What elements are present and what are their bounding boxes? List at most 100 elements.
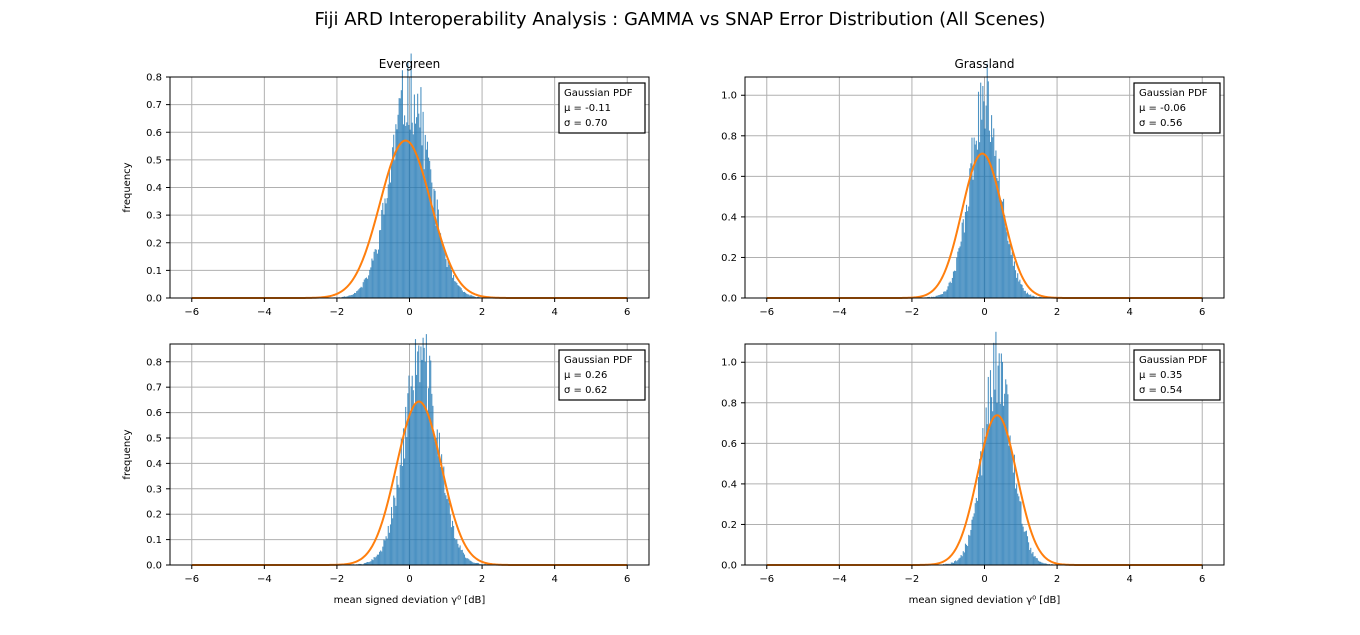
x-tick-label: 4	[1126, 307, 1132, 318]
histogram-bar	[401, 466, 403, 565]
histogram-bar	[412, 134, 414, 298]
histogram-bar	[1009, 240, 1011, 298]
histogram-bars	[907, 63, 1066, 299]
histogram-bar	[955, 560, 957, 565]
histogram-bar	[375, 556, 377, 565]
histogram-bar	[439, 233, 442, 298]
histogram-bar	[1040, 561, 1042, 565]
y-axis-label: frequency	[122, 429, 133, 479]
histogram-bar	[1007, 240, 1009, 298]
histogram-bar	[950, 282, 952, 298]
histogram-bar	[384, 540, 386, 565]
histogram-bar	[1008, 244, 1010, 298]
histogram-bar	[439, 466, 442, 565]
histogram-bar	[1014, 270, 1017, 298]
histogram-bar	[976, 149, 978, 298]
histogram-bar	[416, 117, 418, 298]
histogram-bar	[985, 407, 987, 565]
histogram-bar	[457, 543, 459, 565]
histogram-bar	[1004, 215, 1006, 298]
histogram-bar	[455, 539, 457, 565]
histogram-bar	[945, 563, 947, 565]
histogram-bar	[393, 134, 395, 298]
legend-text: Gaussian PDF	[1139, 88, 1208, 99]
histogram-bar	[970, 529, 972, 565]
histogram-bar	[1008, 445, 1010, 565]
histogram-bar	[1010, 254, 1012, 298]
histogram-bar	[1035, 557, 1037, 565]
histogram-bar	[399, 464, 401, 565]
histogram-bar	[974, 503, 976, 565]
y-tick-label: 0.8	[721, 131, 737, 142]
histogram-bar	[430, 360, 432, 565]
histogram-bar	[957, 251, 959, 298]
histogram-bar	[438, 432, 440, 565]
histogram-bar	[411, 375, 413, 565]
histogram-bar	[405, 406, 407, 565]
histogram-bar	[456, 539, 458, 565]
histogram-bar	[936, 295, 938, 298]
histogram-bar	[395, 505, 397, 565]
histogram-bar	[433, 188, 435, 298]
histogram-bar	[383, 214, 385, 298]
histogram-bar	[448, 502, 450, 565]
histogram-bar	[344, 296, 346, 298]
histogram-bar	[387, 184, 389, 298]
histogram-bar	[968, 206, 970, 298]
histogram-bar	[450, 527, 452, 565]
histogram-bar	[973, 513, 975, 565]
legend: Gaussian PDF μ = -0.06 σ = 0.56	[1133, 82, 1221, 134]
histogram-bar	[983, 101, 985, 298]
histogram-bar	[356, 291, 358, 298]
histogram-bar	[450, 269, 452, 298]
x-tick-label: 6	[1199, 307, 1205, 318]
histogram-bar	[380, 230, 382, 298]
x-tick-label: 0	[406, 307, 412, 318]
histogram-bar	[405, 125, 407, 298]
histogram-bar	[995, 150, 997, 298]
histogram-bar	[1012, 265, 1014, 298]
histogram-bar	[364, 278, 366, 298]
histogram-bar	[476, 296, 479, 298]
histogram-bar	[364, 562, 366, 565]
histogram-bar	[1046, 563, 1048, 565]
histogram-bar	[376, 554, 378, 565]
y-tick-label: 0.6	[721, 172, 737, 183]
histogram-bar	[373, 557, 375, 565]
histogram-bar	[388, 532, 390, 565]
histogram-bar	[434, 190, 436, 298]
histogram-bar	[958, 248, 960, 298]
histogram-bar	[372, 260, 374, 298]
histogram-bar	[984, 436, 986, 565]
legend: Gaussian PDF μ = 0.26 σ = 0.62	[558, 349, 646, 401]
legend-text: μ = 0.26	[564, 370, 607, 381]
histogram-bar	[1023, 290, 1025, 298]
histogram-bar	[1033, 296, 1035, 298]
histogram-bar	[472, 295, 474, 298]
x-tick-label: −2	[330, 574, 345, 585]
x-tick-label: −2	[905, 574, 920, 585]
histogram-bar	[962, 551, 964, 565]
histogram-bar	[980, 451, 982, 565]
histogram-bar	[947, 563, 949, 565]
histogram-bar	[1005, 227, 1007, 298]
histogram-bar	[410, 386, 412, 565]
histogram-bar	[960, 241, 962, 298]
histogram-bar	[1006, 384, 1008, 565]
histogram-bar	[939, 294, 941, 298]
histogram-bar	[435, 438, 437, 565]
histogram-bar	[998, 353, 1000, 565]
histogram-bar	[472, 562, 474, 565]
histogram-bar	[470, 294, 472, 298]
histogram-bar	[433, 431, 435, 565]
histogram-bar	[360, 286, 362, 298]
x-tick-label: −4	[257, 574, 272, 585]
histogram-bar	[406, 122, 408, 299]
histogram-bar	[444, 250, 446, 298]
histogram-bar	[418, 113, 420, 298]
histogram-bar	[453, 275, 455, 298]
y-tick-label: 1.0	[721, 358, 737, 369]
histogram-bar	[933, 296, 935, 298]
histogram-bar	[374, 557, 376, 565]
